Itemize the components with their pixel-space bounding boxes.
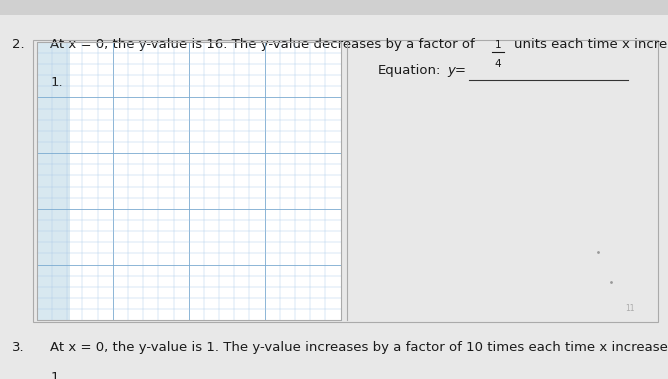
Bar bbox=[70, 42, 341, 320]
Text: units each time x increases by: units each time x increases by bbox=[514, 38, 668, 51]
Text: 11: 11 bbox=[625, 304, 635, 313]
Bar bbox=[37, 42, 70, 320]
Text: 4: 4 bbox=[494, 59, 501, 69]
Text: y=: y= bbox=[448, 64, 466, 77]
Text: At x = 0, the y-value is 16. The y-value decreases by a factor of: At x = 0, the y-value is 16. The y-value… bbox=[50, 38, 475, 51]
Text: 1: 1 bbox=[494, 40, 501, 50]
Text: 1.: 1. bbox=[50, 76, 63, 89]
Bar bbox=[0, 0, 668, 15]
Bar bbox=[33, 40, 658, 322]
Text: 3.: 3. bbox=[12, 341, 25, 354]
Text: 2.: 2. bbox=[12, 38, 25, 51]
Text: 1.: 1. bbox=[50, 371, 63, 379]
Text: Equation:: Equation: bbox=[377, 64, 441, 77]
Bar bbox=[37, 42, 341, 320]
Text: At x = 0, the y-value is 1. The y-value increases by a factor of 10 times each t: At x = 0, the y-value is 1. The y-value … bbox=[50, 341, 668, 354]
